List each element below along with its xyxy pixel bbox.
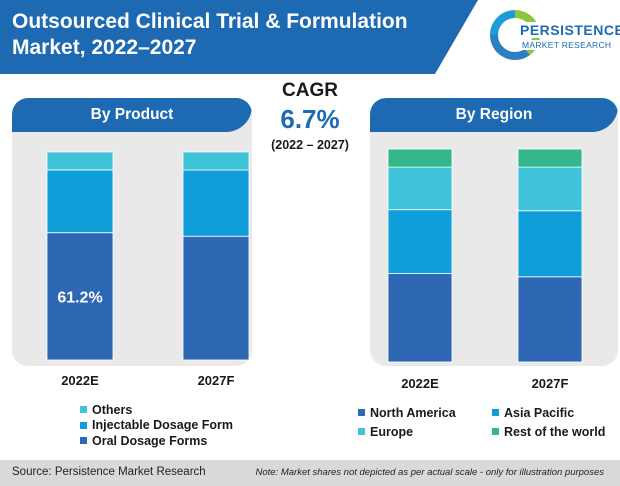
logo-name: PERSISTENCE <box>518 22 620 38</box>
source-text: Source: Persistence Market Research <box>12 466 206 478</box>
legend-item-others: Others <box>80 402 233 418</box>
data-label-oral-dosage-forms: 61.2% <box>57 289 102 306</box>
cagr-value: 6.7% <box>280 104 340 134</box>
x-tick-label-2027f: 2027F <box>198 373 235 388</box>
bar-segment-asia-pacific-2027f <box>517 210 583 278</box>
legend-swatch <box>492 409 499 416</box>
legend-label: Asia Pacific <box>504 405 575 420</box>
product-legend: Others Injectable Dosage Form Oral Dosag… <box>80 402 233 449</box>
legend-label: Others <box>92 402 133 417</box>
bar-segment-others-2027f <box>182 151 250 171</box>
legend-item-asia-pacific: Asia Pacific <box>492 403 612 422</box>
legend-swatch <box>80 437 87 445</box>
region-bars: 2022E 2027F <box>387 148 583 391</box>
region-panel-title: By Region <box>370 98 618 132</box>
chart-title: Outsourced Clinical Trial & Formulation … <box>12 10 408 59</box>
footer-bar: Source: Persistence Market Research Note… <box>0 460 620 486</box>
legend-label: Europe <box>370 424 414 439</box>
bar-segment-rest-of-the-world-2027f <box>517 148 583 168</box>
legend-item-rest-of-world: Rest of the world <box>492 422 612 441</box>
title-banner <box>0 0 478 74</box>
legend-swatch <box>358 428 365 435</box>
bar-segment-europe-2022e <box>387 166 453 211</box>
bar-segment-europe-2027f <box>517 166 583 212</box>
bar-segment-oral-dosage-forms-2022e <box>46 232 114 361</box>
cagr-label: CAGR <box>282 80 338 101</box>
legend-swatch <box>492 428 499 435</box>
bar-segment-others-2022e <box>46 151 114 171</box>
product-panel-title: By Product <box>12 98 252 132</box>
product-bars: 61.2% 2022E 2027F <box>46 151 250 388</box>
bar-segment-north-america-2027f <box>517 276 583 363</box>
bar-segment-oral-dosage-forms-2027f <box>182 235 250 361</box>
legend-label: North America <box>370 405 456 420</box>
legend-swatch <box>80 421 87 429</box>
legend-label: Rest of the world <box>504 424 606 439</box>
legend-item-europe: Europe <box>358 422 492 441</box>
legend-label: Oral Dosage Forms <box>92 433 208 448</box>
legend-item-north-america: North America <box>358 403 492 422</box>
bar-segment-north-america-2022e <box>387 273 453 363</box>
bar-segment-injectable-dosage-form-2027f <box>182 169 250 237</box>
legend-label: Injectable Dosage Form <box>92 418 234 433</box>
logo-subtitle: MARKET RESEARCH <box>520 40 614 50</box>
x-tick-label-2022e: 2022E <box>61 373 99 388</box>
bar-segment-rest-of-the-world-2022e <box>387 148 453 168</box>
legend-item-oral: Oral Dosage Forms <box>80 433 233 449</box>
legend-item-injectable: Injectable Dosage Form <box>80 418 233 434</box>
x-tick-label-2027f: 2027F <box>532 376 569 391</box>
footer-note: Note: Market shares not depicted as per … <box>255 467 604 478</box>
legend-swatch <box>80 406 87 414</box>
persistence-logo: PERSISTENCE MARKET RESEARCH <box>482 2 620 72</box>
x-tick-label-2022e: 2022E <box>401 376 439 391</box>
bar-segment-asia-pacific-2022e <box>387 209 453 275</box>
legend-swatch <box>358 409 365 416</box>
cagr-period: (2022 – 2027) <box>271 138 349 152</box>
region-legend: North America Asia Pacific Europe Rest o… <box>358 403 618 441</box>
bar-segment-injectable-dosage-form-2022e <box>46 169 114 234</box>
